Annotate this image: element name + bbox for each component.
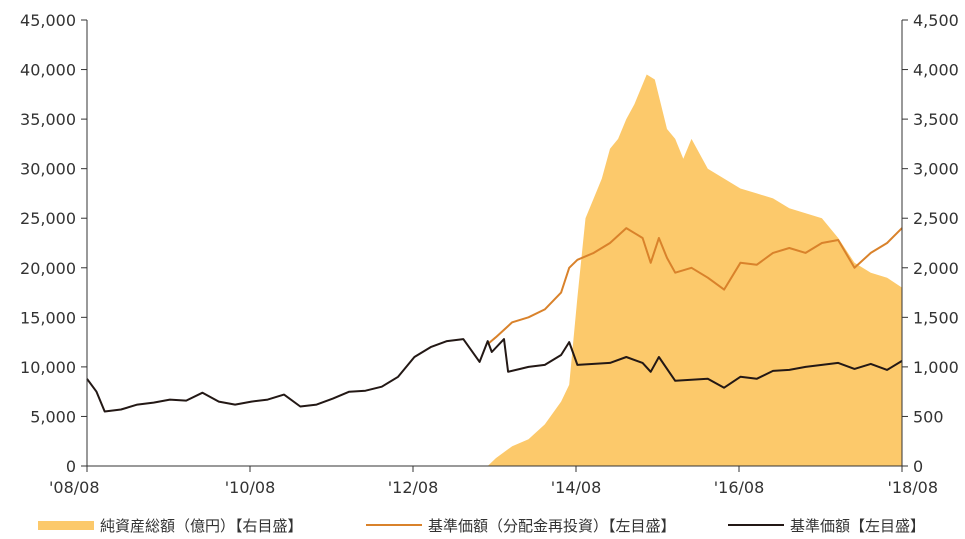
legend-swatch-nav-reinvested	[366, 523, 422, 527]
y-left-tick-label: 5,000	[30, 407, 76, 426]
y-right-tick-label: 4,000	[913, 61, 959, 80]
y-left-tick-label: 45,000	[20, 11, 76, 30]
y-right-tick-label: 2,500	[913, 209, 959, 228]
legend-label-net-assets: 純資産総額（億円）【右目盛】	[100, 516, 303, 535]
y-right-tick-label: 3,000	[913, 160, 959, 179]
legend-label-nav: 基準価額【左目盛】	[790, 516, 926, 535]
y-right-tick-label: 3,500	[913, 110, 959, 129]
y-right-tick-label: 0	[913, 457, 923, 476]
x-tick-label: '08/08	[49, 478, 100, 497]
axes: 0 5,000 10,000 15,000 20,000 25,000 30,000 35,0…	[20, 11, 959, 497]
legend-item-nav-reinvested: 基準価額（分配金再投資）【左目盛】	[366, 513, 676, 537]
legend-swatch-nav	[728, 523, 784, 527]
y-right-tick-label: 500	[913, 407, 944, 426]
y-left-tick-label: 30,000	[20, 160, 76, 179]
y-left-tick-label: 0	[66, 457, 76, 476]
legend-item-net-assets: 純資産総額（億円）【右目盛】	[38, 513, 303, 537]
y-left-tick-label: 25,000	[20, 209, 76, 228]
x-tick-label: '18/08	[887, 478, 938, 497]
y-right-tick-label: 2,000	[913, 259, 959, 278]
y-left-tick-label: 15,000	[20, 308, 76, 327]
nav-line	[86, 338, 903, 413]
y-right-tick-label: 1,000	[913, 358, 959, 377]
nav-reinvested-line	[487, 227, 903, 345]
y-right-tick-label: 4,500	[913, 11, 959, 30]
x-tick-label: '12/08	[388, 478, 439, 497]
y-right-tick-label: 1,500	[913, 308, 959, 327]
legend-swatch-net-assets	[38, 520, 94, 530]
y-left-tick-label: 20,000	[20, 259, 76, 278]
nav-lines-layer	[86, 227, 903, 413]
x-tick-label: '16/08	[714, 478, 765, 497]
x-tick-label: '14/08	[551, 478, 602, 497]
x-tick-label: '10/08	[225, 478, 276, 497]
y-left-tick-label: 40,000	[20, 61, 76, 80]
legend-item-nav: 基準価額【左目盛】	[728, 513, 925, 537]
y-left-tick-label: 35,000	[20, 110, 76, 129]
y-left-tick-label: 10,000	[20, 358, 76, 377]
legend-label-nav-reinvested: 基準価額（分配金再投資）【左目盛】	[428, 516, 676, 535]
